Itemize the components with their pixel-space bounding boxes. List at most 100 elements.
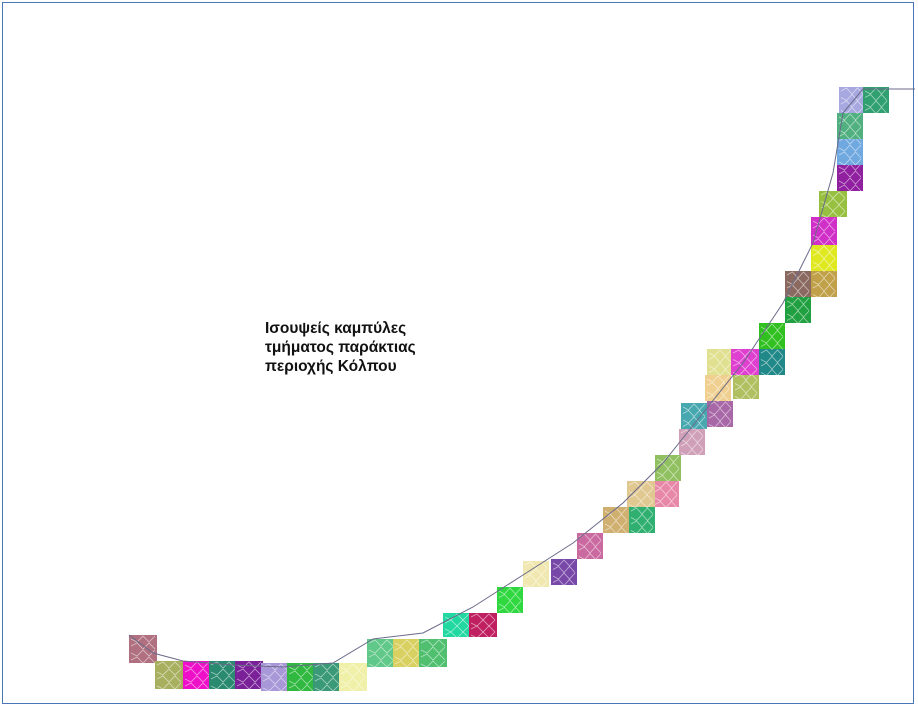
contour-line [812, 245, 836, 253]
contour-line [578, 539, 602, 548]
contour-line [838, 170, 862, 178]
contour-line [130, 642, 156, 650]
contour-tile [155, 661, 183, 690]
contour-tile [863, 87, 889, 115]
contour-tile [129, 635, 157, 664]
contour-tile [551, 559, 577, 587]
contour-line [734, 392, 758, 401]
contour-line [656, 474, 680, 483]
contour-line [786, 297, 810, 305]
contour-tile [209, 661, 237, 690]
contour-tile-fill [819, 191, 847, 217]
contour-tile [393, 639, 421, 668]
contour-line [706, 388, 730, 396]
contour-line [288, 663, 314, 671]
contour-line [732, 355, 758, 364]
contour-line [420, 639, 446, 647]
contour-line [630, 526, 654, 535]
contour-line [812, 264, 836, 273]
contour-line [524, 567, 548, 576]
contour-line [156, 661, 182, 669]
contour-line [760, 368, 784, 377]
contour-tile [707, 349, 733, 377]
contour-line [210, 668, 236, 676]
contour-line [156, 668, 182, 676]
contour-line [262, 670, 288, 678]
contour-line [394, 660, 420, 668]
contour-line [314, 663, 340, 671]
contour-line [368, 660, 394, 668]
contour-line [760, 323, 784, 331]
contour-line [656, 468, 680, 476]
contour-tile [443, 613, 471, 639]
contour-tile [705, 375, 731, 403]
contour-line [654, 500, 678, 509]
contour-line [470, 631, 496, 639]
contour-line [236, 668, 262, 676]
contour-line [288, 684, 314, 692]
contour-line [812, 231, 836, 239]
contour-line [838, 132, 862, 141]
contour-line [708, 349, 732, 357]
contour-line [838, 184, 862, 192]
map-title: Ισουψείς καμπύλες τμήματος παράκτιας περ… [265, 319, 495, 376]
contour-line [394, 653, 420, 661]
contour-line [498, 587, 522, 595]
contour-line [420, 653, 446, 661]
contour-line [838, 126, 862, 134]
contour-line [578, 552, 602, 561]
contour-line [288, 670, 314, 678]
contour-tile [523, 561, 549, 589]
contour-line [838, 113, 862, 121]
contour-line [340, 684, 366, 692]
contour-line [498, 600, 522, 608]
contour-line [760, 342, 784, 351]
contour-tile [707, 401, 733, 429]
contour-tile [681, 403, 707, 431]
contour-line [680, 435, 704, 444]
contour-line [820, 197, 846, 206]
contour-line [812, 290, 836, 299]
contour-line [812, 258, 836, 266]
contour-tile [733, 373, 759, 401]
contour-line [130, 649, 156, 657]
contour-tile [811, 271, 837, 299]
contour-line [864, 100, 888, 108]
contour-tile [837, 163, 863, 192]
contour-line [130, 635, 156, 643]
contour-line [786, 290, 810, 299]
contour-line [470, 619, 496, 627]
contour-tile [839, 87, 865, 115]
contour-line [682, 403, 706, 411]
contour-line [812, 217, 836, 225]
contour-line [812, 238, 836, 246]
contour-line [524, 580, 548, 589]
contour-tile-fill [731, 349, 759, 375]
contour-line [340, 663, 366, 671]
contour-line [732, 368, 758, 377]
contour-line [288, 677, 314, 685]
contour-tile [469, 613, 497, 639]
contour-line [604, 526, 628, 535]
contour-map[interactable] [3, 3, 915, 705]
contour-tile [629, 507, 655, 535]
contour-line [838, 151, 862, 159]
contour-line [734, 379, 758, 388]
contour-line [812, 277, 836, 286]
contour-line [394, 646, 420, 654]
contour-line [236, 682, 262, 690]
contour-line [708, 420, 732, 429]
contour-line [708, 407, 732, 416]
contour-tile [679, 429, 705, 457]
contour-line [184, 682, 210, 690]
contour-line [604, 520, 628, 528]
contour-tile [313, 663, 341, 692]
contour-line [444, 625, 470, 633]
contour-line [786, 316, 810, 325]
contour-line [262, 684, 288, 692]
contour-line [838, 177, 862, 185]
contour-line [864, 87, 888, 95]
contour-line [498, 606, 522, 615]
contour-tile [261, 663, 289, 692]
